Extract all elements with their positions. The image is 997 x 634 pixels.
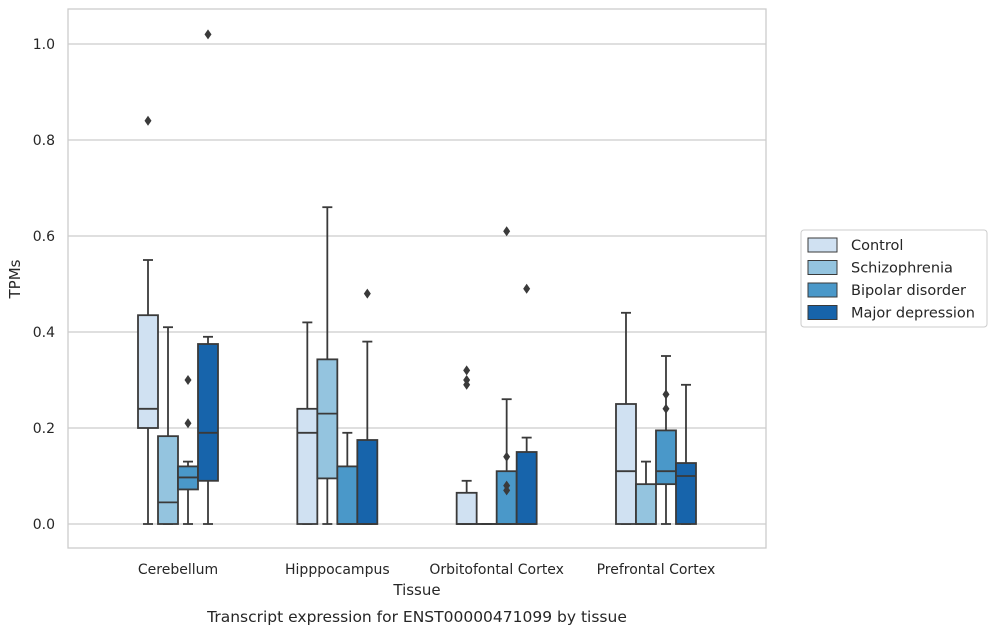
outlier-point (503, 451, 511, 462)
outlier-point (144, 115, 152, 126)
box-body (316, 358, 339, 480)
box-bipolar-disorder (495, 226, 518, 525)
y-tick-label: 0.2 (33, 421, 55, 437)
legend-label: Schizophrenia (851, 261, 953, 277)
x-axis-title: Tissue (392, 581, 440, 599)
box-body (157, 435, 179, 525)
box-bipolar-disorder (655, 355, 677, 525)
outlier-point (363, 288, 371, 299)
box-control (615, 311, 637, 525)
plot-frame (67, 8, 767, 549)
outlier-point (662, 389, 670, 400)
box-major-depression (515, 283, 538, 525)
outlier-point (204, 29, 212, 40)
box-body (336, 465, 359, 525)
box-body (635, 483, 657, 525)
box-body (455, 491, 478, 525)
outlier-point (463, 365, 471, 376)
box-body (296, 407, 319, 525)
y-tick-label: 1.0 (33, 37, 55, 53)
outlier-point (503, 480, 511, 491)
box-body (615, 403, 637, 525)
outlier-point (463, 375, 471, 385)
box-body (495, 470, 518, 525)
box-control (296, 321, 319, 525)
chart-caption: Transcript expression for ENST0000047109… (206, 608, 627, 626)
box-body (675, 462, 697, 525)
box-bipolar-disorder (336, 431, 359, 525)
legend-label: Bipolar disorder (851, 283, 966, 299)
outlier-point (184, 375, 192, 385)
y-axis-title: TPMs (6, 259, 24, 299)
outlier-point (503, 226, 511, 237)
x-tick-label: Cerebellum (138, 562, 218, 578)
y-tick-label: 0.0 (33, 517, 55, 533)
x-tick-labels: Cerebellum Hipppocampus Orbitofontal Corte… (138, 562, 715, 578)
x-tick-label: Orbitofontal Cortex (429, 562, 564, 578)
y-tick-label: 0.6 (33, 229, 55, 245)
outlier-point (523, 283, 531, 294)
box-body (655, 429, 677, 486)
legend: Control Schizophrenia Bipolar disorder Majo… (800, 229, 988, 328)
outlier-point (184, 418, 192, 429)
box-control (137, 115, 159, 525)
box-body (137, 314, 159, 429)
box-layer (137, 29, 697, 525)
box-schizophrenia (635, 460, 657, 525)
x-tick-label: Prefrontal Cortex (597, 562, 716, 578)
y-tick-label: 0.8 (33, 133, 55, 149)
legend-label: Major depression (851, 306, 975, 322)
legend-frame (800, 229, 988, 328)
box-bipolar-disorder (177, 375, 199, 525)
box-major-depression (356, 288, 379, 525)
legend-swatch (807, 237, 838, 253)
box-control (455, 365, 478, 525)
legend-label: Control (851, 238, 903, 254)
box-major-depression (675, 383, 697, 525)
box-schizophrenia (157, 326, 179, 525)
box-body (197, 343, 219, 482)
x-tick-label: Hipppocampus (285, 562, 390, 578)
y-tick-label: 0.4 (33, 325, 55, 341)
outlier-point (662, 403, 670, 414)
box-major-depression (197, 29, 219, 525)
legend-swatch (807, 260, 838, 275)
y-tick-labels: 0.0 0.2 0.4 0.6 0.8 1.0 (33, 37, 55, 533)
legend-swatch (807, 282, 838, 298)
box-schizophrenia (316, 206, 339, 525)
box-body (356, 439, 379, 525)
box-body (515, 451, 538, 525)
legend-swatch (807, 305, 838, 320)
